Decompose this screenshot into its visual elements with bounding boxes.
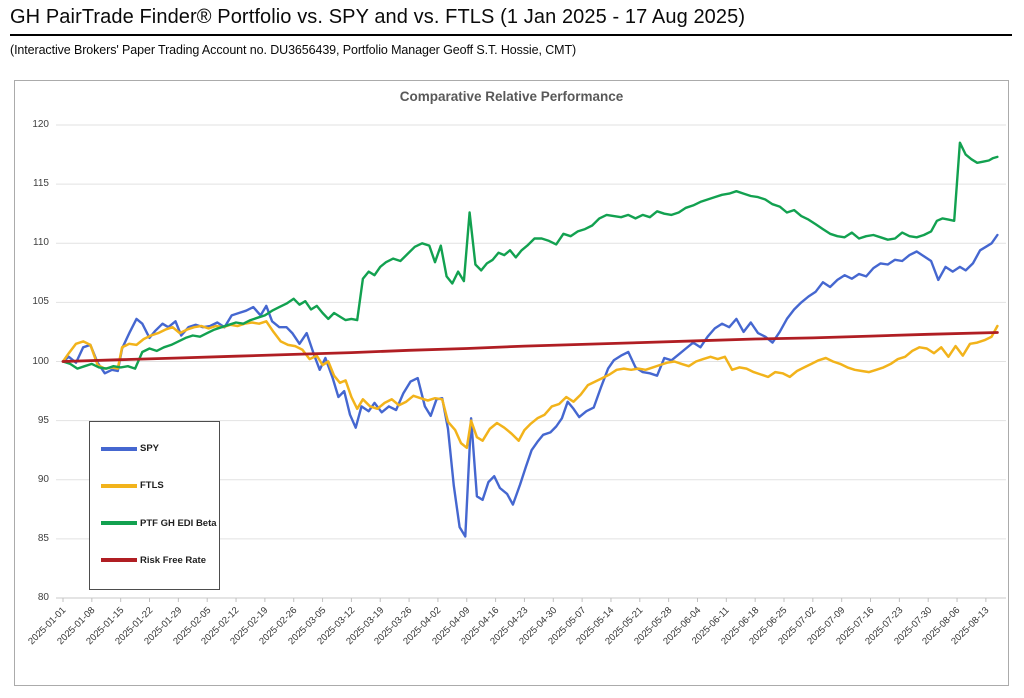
- legend-label: PTF GH EDI Beta: [140, 517, 217, 529]
- legend-swatch-icon: [101, 483, 137, 488]
- legend-item: Risk Free Rate: [90, 555, 219, 566]
- legend-item: PTF GH EDI Beta: [90, 518, 219, 529]
- series-line-ftls: [61, 320, 999, 450]
- series-line-risk-free-rate: [61, 331, 999, 363]
- report-header: GH PairTrade Finder® Portfolio vs. SPY a…: [10, 6, 1012, 57]
- series-line-ptf-gh-edi-beta: [61, 141, 999, 370]
- y-axis-label: 90: [37, 473, 49, 485]
- y-axis-label: 80: [37, 592, 49, 603]
- y-axis-label: 105: [32, 296, 49, 308]
- legend-label: FTLS: [140, 480, 164, 492]
- series-line-spy: [61, 233, 999, 538]
- y-axis-label: 100: [32, 355, 49, 367]
- legend-swatch-icon: [101, 521, 137, 526]
- page-title: GH PairTrade Finder® Portfolio vs. SPY a…: [10, 6, 1012, 36]
- y-axis-label: 110: [33, 237, 49, 249]
- legend-swatch-icon: [101, 558, 137, 563]
- page-subtitle: (Interactive Brokers' Paper Trading Acco…: [10, 43, 577, 57]
- legend-item: SPY: [90, 443, 219, 454]
- y-axis-label: 95: [37, 414, 49, 426]
- legend-item: FTLS: [90, 480, 219, 491]
- plot-area: 80 85 90 95 100 105 110 115 120 2025-01-01 2025-0…: [15, 81, 1008, 685]
- y-axis-label: 115: [33, 178, 49, 190]
- legend-label: Risk Free Rate: [140, 554, 207, 566]
- legend-swatch-icon: [101, 446, 137, 451]
- chart-canvas: [56, 124, 1006, 602]
- chart-title: Comparative Relative Performance: [399, 89, 624, 104]
- legend-label: SPY: [140, 443, 160, 455]
- y-axis-label: 85: [37, 532, 49, 544]
- performance-chart: Comparative Relative Performance 80 85 90 9…: [14, 80, 1009, 686]
- y-axis-label: 120: [32, 119, 49, 130]
- chart-legend: SPY FTLS PTF GH EDI Beta Risk Free Rate: [89, 421, 220, 590]
